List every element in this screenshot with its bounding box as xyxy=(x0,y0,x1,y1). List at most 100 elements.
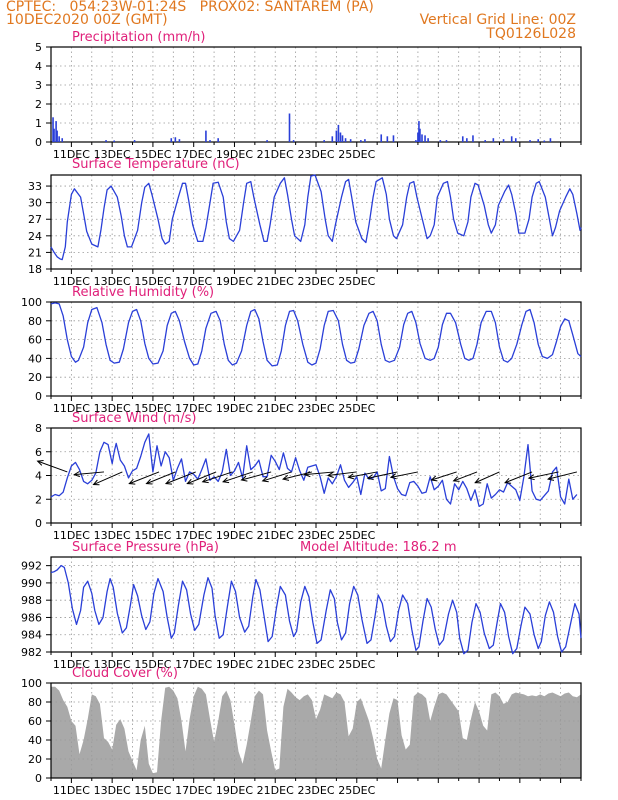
wind-arrow xyxy=(74,471,105,476)
pressure-xtick-label: 21DEC xyxy=(257,658,294,671)
temp-ytick-label: 27 xyxy=(28,213,42,226)
precip-bar xyxy=(427,138,429,142)
wind-arrow xyxy=(453,471,478,482)
precip-xtick-label: 15DEC xyxy=(134,148,171,161)
precip-bar xyxy=(424,135,426,142)
wind-arrow-head xyxy=(452,476,460,482)
rh-xtick-label: 11DEC xyxy=(53,402,90,415)
precip-bar xyxy=(170,138,173,142)
precip-bar xyxy=(337,124,340,142)
cloud-ytick-label: 0 xyxy=(35,772,42,785)
precip-bar xyxy=(502,139,505,142)
precip-bar xyxy=(335,130,338,142)
precip-bar xyxy=(174,137,177,142)
precip-bar xyxy=(421,134,423,142)
wind-xtick-label: 11DEC xyxy=(53,529,90,542)
wind-arrow-head xyxy=(326,471,334,478)
precip-bar xyxy=(52,117,54,142)
wind-arrow xyxy=(241,471,272,481)
cloud-xtick-label: 23DEC xyxy=(297,784,334,797)
temp-xtick-label: 13DEC xyxy=(94,275,131,288)
precip-bar xyxy=(341,135,344,142)
rh-xtick-label: 13DEC xyxy=(94,402,131,415)
wind-arrow-head xyxy=(164,478,173,485)
cloud-ytick-label: 100 xyxy=(21,677,42,690)
wind-arrow xyxy=(202,471,233,483)
rh-ytick-label: 0 xyxy=(35,390,42,403)
precip-bar xyxy=(439,140,442,142)
precip-bar xyxy=(323,140,325,142)
precip-bar xyxy=(56,130,58,142)
cloud-frame xyxy=(50,682,582,779)
wind-arrow xyxy=(37,460,68,473)
precip-bar xyxy=(331,136,334,142)
precip-bar xyxy=(461,136,464,142)
cloud-area xyxy=(51,686,581,778)
wind-arrow-head xyxy=(240,475,248,482)
precip-bar xyxy=(510,136,513,142)
wind-arrow xyxy=(504,471,533,484)
wind-xtick-label: 21DEC xyxy=(257,529,294,542)
pressure-title: Surface Pressure (hPa) xyxy=(72,540,219,555)
cloud-ytick-label: 20 xyxy=(28,753,42,766)
pressure-frame xyxy=(50,556,582,653)
precip-bar xyxy=(364,139,366,142)
rh-ytick-label: 20 xyxy=(28,371,42,384)
pressure-annotation: Model Altitude: 186.2 m xyxy=(300,540,457,555)
wind-ytick-label: 6 xyxy=(35,446,42,459)
wind-arrow xyxy=(129,471,160,485)
precip-bar xyxy=(466,138,468,142)
wind-xtick-label: 17DEC xyxy=(175,529,212,542)
wind-arrow xyxy=(348,471,378,478)
wind-xtick-label: 13DEC xyxy=(94,529,131,542)
temp-ytick-label: 33 xyxy=(28,180,42,193)
wind-arrow xyxy=(187,471,217,485)
rh-xtick-label: 21DEC xyxy=(257,402,294,415)
wind-xtick-label: 23DEC xyxy=(297,529,334,542)
wind-arrow-head xyxy=(186,478,194,485)
precip-title: Precipitation (mm/h) xyxy=(72,30,205,45)
temp-xtick-label: 19DEC xyxy=(216,275,253,288)
rh-ytick-label: 100 xyxy=(21,296,42,309)
pressure-xtick-label: 25DEC xyxy=(338,658,375,671)
precip-bar xyxy=(178,139,181,142)
rh-xtick-label: 19DEC xyxy=(216,402,253,415)
wind-arrow-head xyxy=(261,476,269,483)
wind-arrow-head xyxy=(527,474,535,481)
cloud-panel: 0 20 40 60 80 100 11DEC 13DEC 15DEC 17DEC 19DEC 21D… xyxy=(21,666,582,797)
precip-frame xyxy=(50,46,582,143)
precip-ytick-label: 5 xyxy=(35,41,42,54)
temp-xtick-label: 15DEC xyxy=(134,275,171,288)
wind-ytick-label: 2 xyxy=(35,493,42,506)
cloud-xtick-label: 21DEC xyxy=(257,784,294,797)
wind-arrow-head xyxy=(366,474,374,481)
rh-frame xyxy=(50,301,582,397)
wind-arrow-head xyxy=(222,477,230,484)
precip-bar xyxy=(445,140,448,142)
wind-frame xyxy=(50,427,582,524)
pressure-ytick-label: 982 xyxy=(21,646,42,659)
wind-arrow xyxy=(262,471,292,482)
wind-arrow xyxy=(528,471,559,479)
wind-arrow-head xyxy=(303,471,311,478)
pressure-ytick-label: 992 xyxy=(21,560,42,573)
wind-arrow-head xyxy=(201,477,209,484)
temp-series-line xyxy=(50,174,582,261)
precip-ytick-label: 3 xyxy=(35,79,42,92)
wind-arrow xyxy=(474,471,500,484)
precip-panel: 0 1 2 3 4 5 11DEC 13DEC 15DEC 17DEC 19DEC 21DEC 23DE… xyxy=(35,30,582,161)
cloud-ytick-label: 60 xyxy=(28,715,42,728)
header-run-date: 10DEC2020 00Z (GMT) xyxy=(6,12,168,28)
wind-arrow xyxy=(367,471,398,479)
cloud-xtick-label: 13DEC xyxy=(94,784,131,797)
wind-arrow-head xyxy=(36,460,44,466)
temp-ytick-label: 21 xyxy=(28,246,42,259)
precip-xtick-label: 11DEC xyxy=(53,148,90,161)
precip-ytick-label: 1 xyxy=(35,117,42,130)
rh-ytick-label: 40 xyxy=(28,352,42,365)
temp-frame xyxy=(50,174,582,270)
precip-xtick-label: 23DEC xyxy=(297,148,334,161)
pressure-series-line xyxy=(50,564,582,655)
